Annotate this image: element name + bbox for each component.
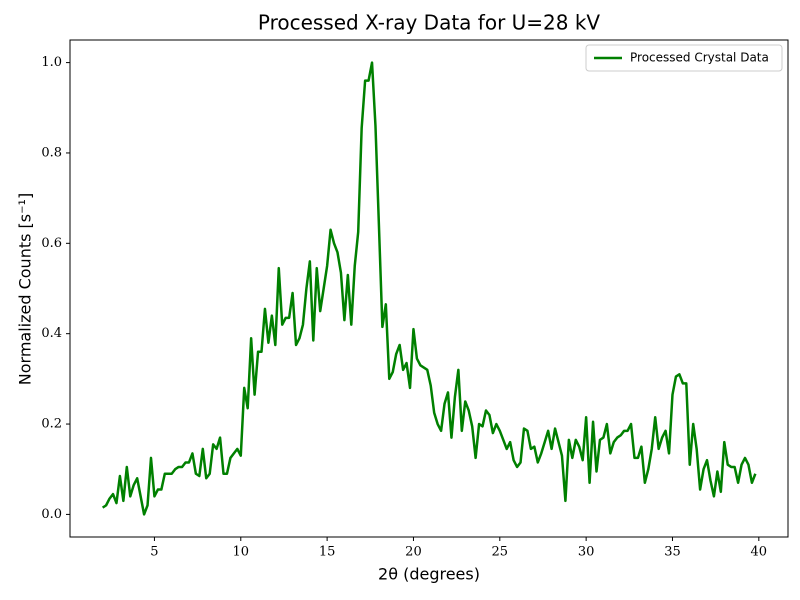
x-tick-label: 5 xyxy=(150,545,158,560)
y-tick-label: 0.8 xyxy=(41,145,62,160)
y-tick-label: 0.6 xyxy=(41,236,62,251)
y-axis-label: Normalized Counts [s⁻¹] xyxy=(16,193,35,385)
legend-label: Processed Crystal Data xyxy=(630,51,769,65)
x-tick-label: 30 xyxy=(578,545,595,560)
x-tick-label: 35 xyxy=(664,545,681,560)
y-tick-label: 0.4 xyxy=(41,326,62,341)
x-tick-label: 20 xyxy=(405,545,422,560)
y-tick-label: 0.0 xyxy=(41,507,62,522)
legend-box xyxy=(585,44,783,72)
y-tick-label: 0.2 xyxy=(41,417,62,432)
data-line xyxy=(101,61,757,516)
chart-title: Processed X-ray Data for U=28 kV xyxy=(258,11,601,35)
x-tick-label: 10 xyxy=(233,545,250,560)
x-tick-label: 25 xyxy=(492,545,509,560)
x-tick-label: 15 xyxy=(319,545,336,560)
y-tick-label: 1.0 xyxy=(41,55,62,70)
axes-frame xyxy=(69,39,789,538)
x-axis-label: 2θ (degrees) xyxy=(378,565,480,584)
x-tick-label: 40 xyxy=(751,545,768,560)
